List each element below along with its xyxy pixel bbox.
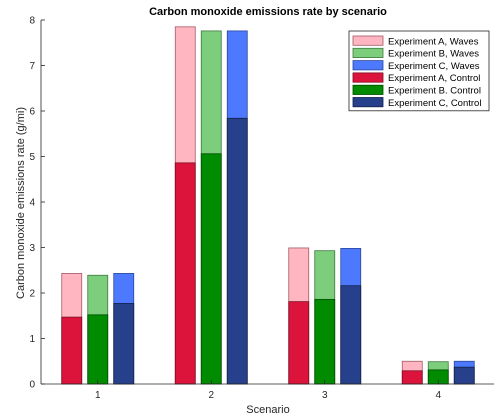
legend-label: Experiment B, Waves (388, 49, 479, 60)
legend-label: Experiment C, Waves (388, 61, 480, 72)
bars-layer (61, 26, 475, 385)
y-tick-label: 7 (29, 61, 35, 72)
legend-swatch (352, 97, 384, 108)
legend-label: Experiment C, Control (388, 98, 481, 109)
bar-control-0-cat-0 (61, 316, 83, 385)
bar-control-2-cat-2 (340, 285, 362, 385)
y-axis-title: Carbon monoxide emissions rate (g/mi) (15, 107, 27, 299)
bar-control-2-cat-1 (226, 117, 248, 385)
legend-swatch (352, 60, 384, 71)
x-tick-label: 1 (95, 390, 101, 401)
bar-control-0-cat-3 (401, 370, 423, 385)
chart-title: Carbon monoxide emissions rate by scenar… (149, 6, 387, 18)
bar-control-1-cat-0 (87, 314, 109, 385)
legend-swatch (352, 84, 384, 95)
y-tick-label: 6 (29, 107, 35, 118)
axes-layer: 0 1 2 3 4 5 6 7 8 1 2 3 4 (29, 16, 494, 401)
bar-control-2-cat-3 (453, 366, 475, 385)
x-axis-title: Scenario (246, 404, 289, 416)
y-tick-label: 8 (29, 16, 35, 27)
y-tick-label: 5 (29, 152, 35, 163)
legend-label: Experiment A, Control (388, 73, 480, 84)
x-tick-label: 4 (435, 390, 441, 401)
bar-control-1-cat-2 (314, 298, 336, 385)
legend-swatch (352, 47, 384, 58)
x-tick-label: 3 (322, 390, 328, 401)
legend-swatch (352, 35, 384, 46)
y-tick-label: 3 (29, 243, 35, 254)
bar-control-0-cat-2 (288, 301, 310, 385)
y-tick-label: 4 (29, 198, 35, 209)
y-tick-label: 1 (29, 334, 35, 345)
bar-control-2-cat-0 (113, 303, 135, 385)
y-tick-label: 0 (29, 380, 35, 391)
legend-swatch (352, 72, 384, 83)
y-tick-label: 2 (29, 289, 35, 300)
bar-control-1-cat-1 (200, 153, 222, 385)
legend-label: Experiment B. Control (388, 86, 481, 97)
bar-control-0-cat-1 (174, 162, 196, 385)
x-tick-label: 2 (208, 390, 214, 401)
legend-label: Experiment A, Waves (388, 36, 479, 47)
